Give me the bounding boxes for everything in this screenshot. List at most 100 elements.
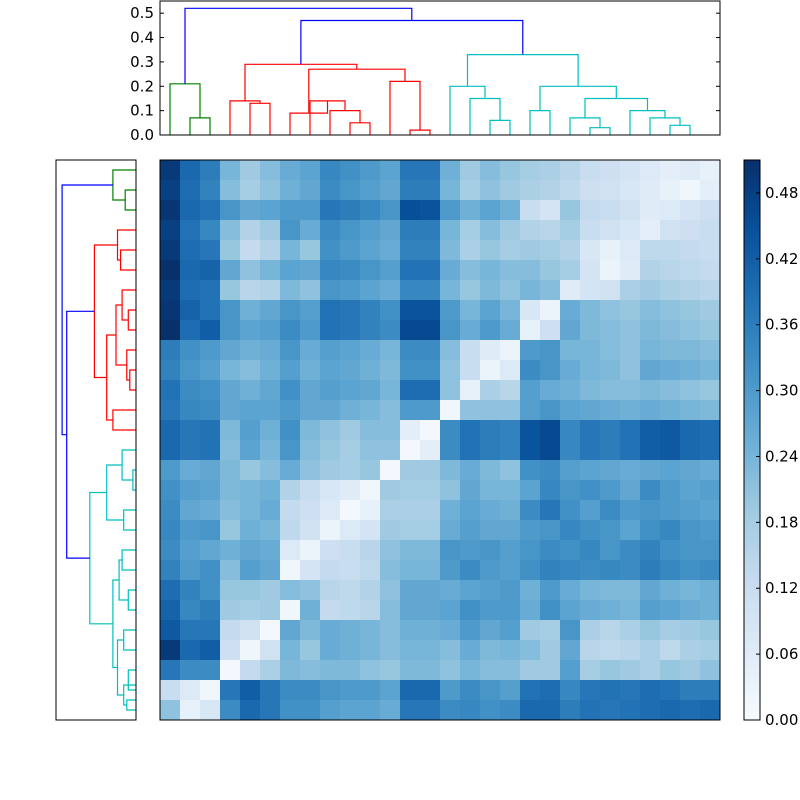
heatmap-cell-13-23 bbox=[620, 420, 641, 441]
heatmap-cell-27-9 bbox=[340, 700, 361, 721]
heatmap-cell-4-10 bbox=[360, 240, 381, 261]
heatmap-cell-8-13 bbox=[420, 320, 441, 341]
heatmap-cell-10-9 bbox=[340, 360, 361, 381]
top-dendrogram-ytick-label: 0.5 bbox=[130, 4, 154, 22]
heatmap-cell-10-16 bbox=[480, 360, 501, 381]
left-dendrogram bbox=[55, 159, 137, 721]
heatmap-cell-11-4 bbox=[240, 380, 261, 401]
heatmap-cell-15-9 bbox=[340, 460, 361, 481]
heatmap-cell-24-25 bbox=[660, 640, 681, 661]
heatmap-cell-0-22 bbox=[600, 160, 621, 181]
heatmap-cell-12-0 bbox=[160, 400, 181, 421]
heatmap-cell-8-9 bbox=[340, 320, 361, 341]
heatmap-cell-22-12 bbox=[400, 600, 421, 621]
heatmap-cell-23-12 bbox=[400, 620, 421, 641]
heatmap-cell-15-13 bbox=[420, 460, 441, 481]
heatmap-cell-21-25 bbox=[660, 580, 681, 601]
top-dendrogram-link-21 bbox=[584, 97, 649, 118]
heatmap-cell-21-21 bbox=[580, 580, 601, 601]
heatmap-cell-2-13 bbox=[420, 200, 441, 221]
heatmap-cell-23-25 bbox=[660, 620, 681, 641]
heatmap-cell-10-1 bbox=[180, 360, 201, 381]
heatmap-cell-10-14 bbox=[440, 360, 461, 381]
top-dendrogram-link-8 bbox=[409, 129, 431, 135]
heatmap-cell-13-1 bbox=[180, 420, 201, 441]
heatmap-cell-27-8 bbox=[320, 700, 341, 721]
heatmap-cell-3-21 bbox=[580, 220, 601, 241]
heatmap-cell-21-1 bbox=[180, 580, 201, 601]
heatmap-cell-22-17 bbox=[500, 600, 521, 621]
heatmap-cell-0-21 bbox=[580, 160, 601, 181]
heatmap-cell-18-3 bbox=[220, 520, 241, 541]
top-dendrogram-link-20 bbox=[629, 110, 666, 135]
heatmap-cell-16-20 bbox=[560, 480, 581, 501]
heatmap-cell-13-7 bbox=[300, 420, 321, 441]
heatmap-cell-17-16 bbox=[480, 500, 501, 521]
heatmap-cell-24-24 bbox=[640, 640, 661, 661]
top-dendrogram-link-0 bbox=[189, 117, 211, 135]
heatmap-cell-25-18 bbox=[520, 660, 541, 681]
heatmap-cell-9-18 bbox=[520, 340, 541, 361]
heatmap-cell-0-3 bbox=[220, 160, 241, 181]
heatmap-cell-27-11 bbox=[380, 700, 401, 721]
heatmap-cell-17-0 bbox=[160, 500, 181, 521]
heatmap-cell-24-4 bbox=[240, 640, 261, 661]
heatmap-cell-26-25 bbox=[660, 680, 681, 701]
heatmap-cell-5-21 bbox=[580, 260, 601, 281]
heatmap-cell-21-0 bbox=[160, 580, 181, 601]
heatmap-cell-16-5 bbox=[260, 480, 281, 501]
heatmap-cell-5-3 bbox=[220, 260, 241, 281]
heatmap-cell-14-11 bbox=[380, 440, 401, 461]
heatmap-cell-1-7 bbox=[300, 180, 321, 201]
heatmap-cell-14-23 bbox=[620, 440, 641, 461]
heatmap-cell-2-10 bbox=[360, 200, 381, 221]
heatmap-cell-23-8 bbox=[320, 620, 341, 641]
heatmap-cell-0-15 bbox=[460, 160, 481, 181]
top-dendrogram-link-15 bbox=[529, 110, 551, 135]
heatmap-cell-4-8 bbox=[320, 240, 341, 261]
heatmap-cell-22-3 bbox=[220, 600, 241, 621]
heatmap-cell-13-0 bbox=[160, 420, 181, 441]
heatmap-cell-4-27 bbox=[700, 240, 721, 261]
heatmap-cell-12-11 bbox=[380, 400, 401, 421]
heatmap-cell-11-9 bbox=[340, 380, 361, 401]
heatmap-cell-7-20 bbox=[560, 300, 581, 321]
heatmap-cell-12-7 bbox=[300, 400, 321, 421]
left-dendrogram-link-9 bbox=[112, 409, 136, 431]
heatmap-cell-0-4 bbox=[240, 160, 261, 181]
heatmap-cell-2-11 bbox=[380, 200, 401, 221]
heatmap-cell-6-16 bbox=[480, 280, 501, 301]
heatmap-cell-12-17 bbox=[500, 400, 521, 421]
heatmap-cell-15-0 bbox=[160, 460, 181, 481]
heatmap-cell-3-16 bbox=[480, 220, 501, 241]
heatmap-cell-2-21 bbox=[580, 200, 601, 221]
heatmap-cell-0-8 bbox=[320, 160, 341, 181]
heatmap-cell-4-0 bbox=[160, 240, 181, 261]
heatmap-cell-10-6 bbox=[280, 360, 301, 381]
left-dendrogram-link-22 bbox=[123, 684, 136, 706]
heatmap-cell-21-24 bbox=[640, 580, 661, 601]
heatmap-cell-15-22 bbox=[600, 460, 621, 481]
heatmap-cell-21-15 bbox=[460, 580, 481, 601]
heatmap-cell-22-8 bbox=[320, 600, 341, 621]
heatmap-cell-9-1 bbox=[180, 340, 201, 361]
heatmap-cell-13-6 bbox=[280, 420, 301, 441]
heatmap-cell-11-27 bbox=[700, 380, 721, 401]
heatmap-cell-3-12 bbox=[400, 220, 421, 241]
heatmap-cell-12-4 bbox=[240, 400, 261, 421]
heatmap-cell-19-2 bbox=[200, 540, 221, 561]
heatmap-cell-21-16 bbox=[480, 580, 501, 601]
left-dendrogram-link-0 bbox=[124, 189, 136, 211]
heatmap-cell-8-23 bbox=[620, 320, 641, 341]
heatmap-cell-14-0 bbox=[160, 440, 181, 461]
heatmap-cell-2-4 bbox=[240, 200, 261, 221]
top-dendrogram-link-13 bbox=[469, 97, 501, 135]
heatmap-cell-24-8 bbox=[320, 640, 341, 661]
heatmap-cell-6-14 bbox=[440, 280, 461, 301]
heatmap-cell-14-26 bbox=[680, 440, 701, 461]
heatmap-cell-16-26 bbox=[680, 480, 701, 501]
heatmap-cell-14-6 bbox=[280, 440, 301, 461]
heatmap-cell-22-5 bbox=[260, 600, 281, 621]
heatmap-cell-16-6 bbox=[280, 480, 301, 501]
heatmap-cell-4-22 bbox=[600, 240, 621, 261]
